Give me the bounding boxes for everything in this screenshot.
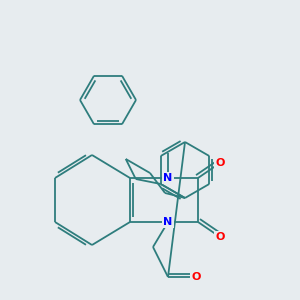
- Text: O: O: [191, 272, 201, 282]
- Text: N: N: [164, 217, 172, 227]
- Text: O: O: [215, 232, 225, 242]
- Text: N: N: [164, 173, 172, 183]
- Text: O: O: [215, 158, 225, 168]
